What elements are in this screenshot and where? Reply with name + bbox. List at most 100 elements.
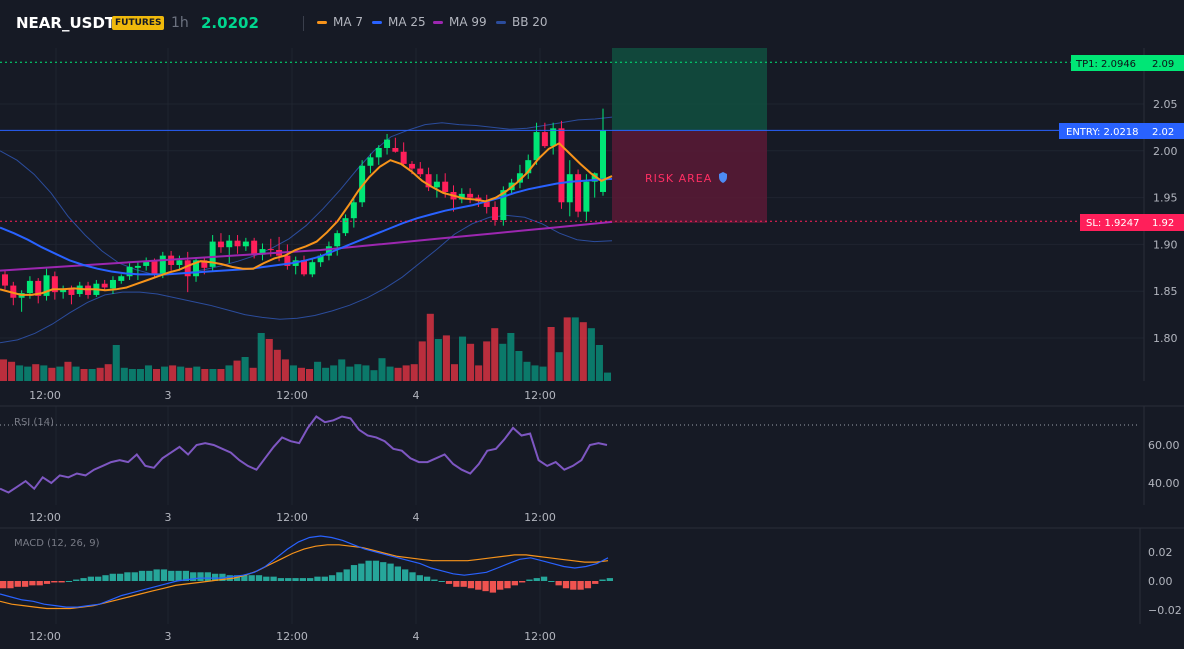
macd-hist-bar (263, 577, 269, 581)
volume-bar (81, 369, 88, 381)
volume-bar (56, 367, 63, 381)
volume-bar (588, 328, 595, 381)
macd-hist-bar (44, 581, 50, 584)
macd-hist-bar (29, 581, 35, 585)
volume-bar (346, 367, 353, 381)
price-tick-label: 1.85 (1153, 285, 1178, 298)
volume-bar (467, 344, 474, 381)
macd-hist-bar (534, 578, 540, 581)
candle-body (384, 140, 390, 148)
time-axis-macd[interactable]: 12:00 3 12:00 4 12:00 (29, 630, 556, 643)
candle-body (235, 241, 241, 247)
take-profit-zone (612, 48, 767, 131)
volume-bar (548, 327, 555, 381)
rsi-tick-label: 40.00 (1148, 477, 1180, 490)
macd-hist-bar (365, 561, 371, 581)
macd-hist-bar (395, 567, 401, 582)
volume-bar (121, 368, 128, 381)
price-tick-label: 2.05 (1153, 98, 1178, 111)
volume-bar (64, 362, 71, 381)
volume-bar (564, 317, 571, 381)
volume-bar (370, 370, 377, 381)
time-tick-label: 12:00 (29, 511, 61, 524)
time-tick-label: 4 (413, 511, 420, 524)
candle-body (442, 182, 448, 192)
macd-histogram (0, 561, 613, 593)
volume-bar (177, 367, 184, 381)
macd-hist-bar (51, 581, 57, 582)
volume-bar (209, 369, 216, 381)
candlesticks (2, 109, 606, 312)
volume-bar (16, 365, 23, 381)
macd-hist-bar (329, 575, 335, 581)
macd-hist-bar (256, 575, 262, 581)
rsi-axis: 60.00 40.00 (1148, 439, 1180, 490)
volume-bar (427, 314, 434, 381)
macd-hist-bar (37, 581, 43, 585)
candle-body (409, 164, 415, 169)
volume-bar (258, 333, 265, 381)
time-tick-label: 4 (413, 630, 420, 643)
volume-bar (169, 365, 176, 381)
candle-body (583, 182, 589, 212)
volume-bar (378, 358, 385, 381)
macd-hist-bar (380, 562, 386, 581)
candle-body (2, 274, 8, 285)
price-tick-label: 1.95 (1153, 192, 1178, 205)
candle-body (558, 128, 564, 202)
rsi-tick-label: 60.00 (1148, 439, 1180, 452)
volume-bar (201, 369, 208, 381)
volume-bar (242, 357, 249, 381)
volume-bar (113, 345, 120, 381)
macd-hist-bar (358, 564, 364, 581)
volume-bar (580, 322, 587, 381)
macd-hist-bar (424, 577, 430, 581)
sl-price-label: 1.92 (1152, 218, 1174, 229)
volume-bar (515, 351, 522, 381)
macd-hist-bar (80, 578, 86, 581)
macd-hist-bar (373, 561, 379, 581)
volume-bar (274, 350, 281, 381)
volume-bar (354, 364, 361, 381)
volume-bar (72, 367, 79, 381)
macd-tick-label: 0.00 (1148, 575, 1173, 588)
macd-hist-bar (577, 581, 583, 590)
sl-tag[interactable]: SL: 1.9247 1.92 (1080, 214, 1184, 231)
macd-hist-bar (512, 581, 518, 585)
entry-tag[interactable]: ENTRY: 2.0218 2.02 (1059, 123, 1184, 139)
rsi-pane-title: RSI (14) (14, 417, 54, 428)
macd-hist-bar (110, 574, 116, 581)
volume-bar (97, 368, 104, 381)
macd-hist-bar (285, 578, 291, 581)
candle-body (152, 261, 158, 274)
volume-bar (0, 359, 7, 381)
time-axis-main[interactable]: 12:00 3 12:00 4 12:00 (29, 389, 556, 402)
candle-body (160, 256, 166, 276)
volume-bar (266, 339, 273, 381)
candle-body (434, 182, 440, 188)
volume-bar (403, 365, 410, 381)
macd-hist-bar (344, 569, 350, 581)
volume-bar (419, 341, 426, 381)
time-tick-label: 3 (165, 389, 172, 402)
candle-body (567, 174, 573, 202)
volume-bar (362, 365, 369, 381)
time-tick-label: 3 (165, 511, 172, 524)
volume-bar (234, 361, 241, 381)
time-axis-rsi[interactable]: 12:00 3 12:00 4 12:00 (29, 511, 556, 524)
entry-tag-label: ENTRY: 2.0218 (1066, 127, 1139, 138)
macd-hist-bar (556, 581, 562, 585)
macd-hist-bar (66, 581, 72, 582)
candle-body (176, 260, 182, 265)
tp-tag[interactable]: TP1: 2.0946 2.09 (1071, 55, 1184, 71)
macd-hist-bar (439, 581, 445, 582)
volume-bar (32, 364, 39, 381)
volume-bar (531, 365, 538, 381)
volume-bar (523, 362, 530, 381)
time-tick-label: 12:00 (29, 630, 61, 643)
macd-hist-bar (307, 578, 313, 581)
volume-bar (282, 359, 289, 381)
candle-body (309, 262, 315, 274)
macd-hist-bar (490, 581, 496, 593)
